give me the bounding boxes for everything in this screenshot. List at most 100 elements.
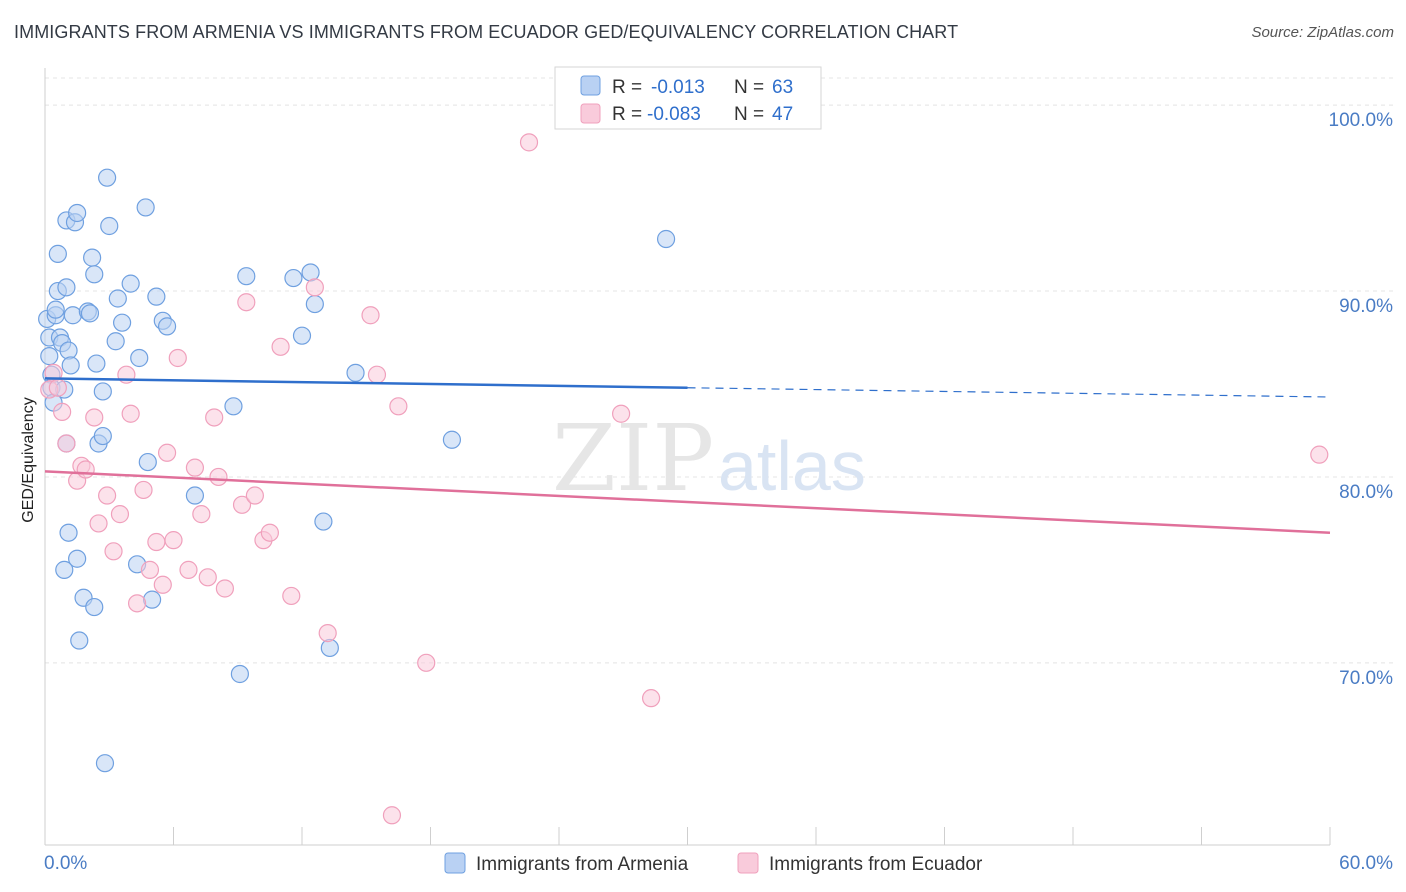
point-ecuador [389, 397, 408, 416]
y-axis-label: GED/Equivalency [20, 397, 37, 522]
point-armenia [185, 486, 205, 505]
point-ecuador [134, 480, 153, 500]
point-armenia [80, 304, 100, 323]
x-tick-labels: 0.0% 60.0% [44, 853, 1393, 874]
legend-n-value-ecuador: 47 [772, 104, 793, 125]
point-ecuador [89, 514, 108, 533]
point-armenia [230, 664, 249, 684]
point-ecuador [209, 467, 228, 487]
watermark-zip: ZIP [552, 405, 714, 512]
point-ecuador [519, 133, 539, 152]
point-ecuador [127, 594, 147, 613]
point-ecuador [57, 434, 76, 453]
point-armenia [284, 268, 303, 288]
legend-n-label-armenia: N = [734, 77, 764, 98]
point-ecuador [147, 532, 166, 552]
point-armenia [93, 382, 112, 401]
point-ecuador [76, 460, 95, 479]
point-ecuador [318, 623, 337, 643]
point-armenia [68, 549, 87, 568]
y-tick-label: 70.0% [1339, 668, 1393, 689]
point-armenia [48, 244, 67, 263]
point-armenia [237, 267, 256, 286]
point-armenia [112, 313, 132, 332]
point-ecuador [367, 365, 387, 384]
watermark-atlas: atlas [718, 427, 866, 505]
point-armenia [442, 430, 462, 449]
point-armenia [93, 426, 112, 446]
point-armenia [108, 289, 127, 308]
point-armenia [346, 363, 365, 382]
legend-swatch-ecuador [580, 103, 601, 124]
y-tick-labels: 70.0% 80.0% 90.0% 100.0% [1329, 110, 1394, 689]
point-armenia [224, 397, 243, 416]
point-ecuador [282, 586, 301, 606]
bottom-legend-swatch-ecuador [737, 852, 759, 874]
legend-r-label-armenia: R = [612, 77, 642, 98]
point-armenia [98, 168, 117, 187]
point-armenia [68, 203, 87, 223]
legend-swatch-armenia [580, 75, 601, 96]
point-armenia [656, 229, 676, 249]
legend-r-value-ecuador: -0.083 [647, 104, 701, 125]
point-ecuador [305, 278, 324, 297]
legend-r-label-ecuador: R = [612, 104, 642, 125]
point-armenia [46, 300, 65, 319]
point-armenia [85, 265, 104, 284]
point-armenia [70, 631, 89, 650]
point-armenia [136, 198, 155, 217]
axes [44, 68, 1331, 846]
point-armenia [106, 332, 125, 351]
point-armenia [147, 287, 166, 306]
point-armenia [87, 354, 106, 373]
point-armenia [142, 590, 162, 609]
point-ecuador [168, 348, 187, 368]
point-ecuador [85, 408, 104, 427]
point-ecuador [237, 293, 256, 312]
point-armenia [138, 452, 157, 472]
watermark: ZIP atlas [552, 405, 866, 512]
point-ecuador [98, 486, 117, 505]
point-armenia [85, 597, 104, 617]
bottom-legend-label-armenia: Immigrants from Armenia [476, 854, 689, 875]
bottom-legend: Immigrants from Armenia Immigrants from … [444, 852, 983, 875]
y-tick-label: 90.0% [1339, 296, 1393, 317]
point-armenia [59, 523, 78, 542]
point-ecuador [179, 560, 198, 579]
point-ecuador [53, 402, 72, 421]
point-armenia [130, 348, 149, 368]
trend-line-armenia-dashed [687, 387, 1331, 398]
bottom-legend-label-ecuador: Immigrants from Ecuador [769, 854, 983, 875]
point-armenia [57, 278, 76, 297]
point-armenia [292, 326, 312, 345]
point-ecuador [271, 337, 290, 356]
point-armenia [95, 754, 115, 773]
trend-line-ecuador [44, 470, 1331, 534]
point-ecuador [260, 523, 279, 542]
point-ecuador [121, 404, 140, 423]
point-armenia [59, 341, 78, 360]
point-armenia [63, 306, 82, 325]
point-armenia [320, 638, 339, 658]
point-armenia [121, 274, 140, 293]
y-tick-label: 80.0% [1339, 482, 1393, 503]
top-legend: R = -0.013 N = 63 R = -0.083 N = 47 [554, 66, 822, 130]
point-ecuador [361, 306, 380, 325]
trend-line-armenia [44, 377, 688, 389]
legend-n-label-ecuador: N = [734, 104, 764, 125]
point-ecuador [185, 458, 205, 477]
point-armenia [100, 216, 119, 236]
point-ecuador [140, 560, 160, 579]
legend-r-value-armenia: -0.013 [651, 77, 705, 98]
point-ecuador [612, 404, 631, 423]
point-ecuador [1310, 445, 1329, 464]
point-ecuador [232, 495, 252, 514]
chart-source: Source: ZipAtlas.com [1251, 24, 1394, 41]
point-armenia [157, 317, 177, 336]
chart-title: IMMIGRANTS FROM ARMENIA VS IMMIGRANTS FR… [14, 22, 959, 42]
point-ecuador [215, 579, 234, 598]
bottom-legend-swatch-armenia [444, 852, 466, 874]
point-ecuador [192, 505, 211, 524]
point-ecuador [48, 378, 67, 397]
